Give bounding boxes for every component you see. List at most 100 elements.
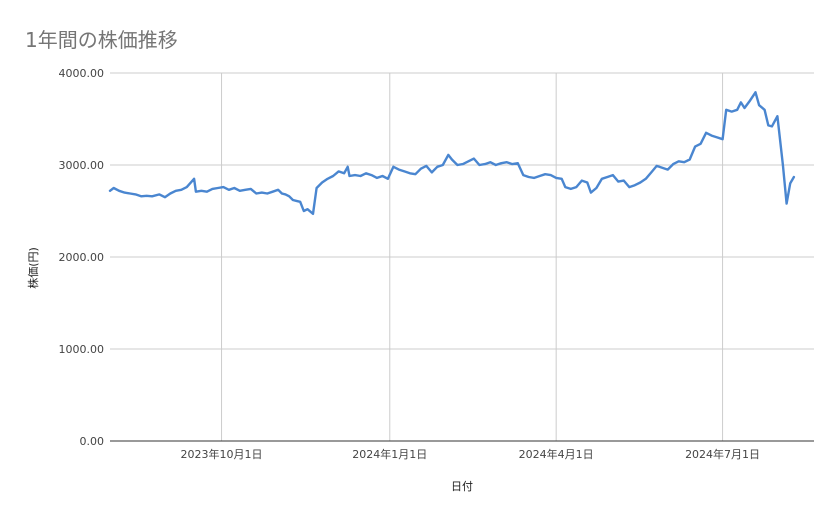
price-point [634,184,636,186]
price-point [495,164,497,166]
price-point [151,195,153,198]
price-point [348,175,351,177]
price-point [710,134,713,137]
price-point [517,162,519,164]
price-point [694,145,696,148]
price-point [312,213,314,215]
price-point [506,161,508,163]
price-points [109,91,795,215]
y-tick-label: 1000.00 [59,343,105,356]
price-point [473,157,475,160]
price-point [575,186,578,188]
price-point [758,104,760,106]
price-point [403,170,406,173]
price-point [489,161,492,163]
price-point [337,170,340,173]
price-point [250,188,252,190]
price-point [359,175,362,177]
price-point [560,178,563,180]
chart-title: 1年間の株価推移 [25,28,178,52]
price-point [321,181,323,184]
price-point [145,195,148,197]
price-point [365,172,367,175]
price-point [271,190,274,193]
price-point [277,189,280,191]
price-point [195,190,197,193]
price-point [447,154,450,156]
price-point [655,165,658,167]
price-point [725,109,727,111]
price-point [414,173,417,175]
price-point [134,193,137,196]
price-point [158,193,161,196]
price-point [740,101,742,104]
price-point [306,208,309,210]
price-point [228,189,230,191]
price-point [677,160,680,163]
price-point [527,176,530,178]
price-point [544,173,546,175]
price-point [581,179,583,182]
price-point [683,161,685,163]
price-point [767,124,770,127]
price-point [180,189,183,191]
price-point [721,138,724,140]
price-point [451,158,453,161]
price-point [299,201,302,203]
price-point [343,172,345,175]
price-point [255,192,258,195]
price-point [442,164,444,166]
x-tick-label: 2024年4月1日 [519,447,594,461]
price-point [688,158,691,161]
price-point [743,107,746,109]
price-point [261,191,263,194]
x-axis-label: 日付 [451,480,473,493]
price-point [217,187,219,189]
price-point [376,177,378,179]
price-point [595,187,598,189]
price-point [332,175,334,177]
price-point [112,187,115,189]
price-point [623,179,625,182]
price-point [639,181,642,184]
price-point [284,193,287,196]
price-point [522,174,525,176]
price-point [590,191,592,194]
price-point [785,202,788,205]
price-point [478,164,481,166]
gridlines [110,72,814,441]
price-point [303,210,305,212]
price-point [123,191,126,194]
price-point [672,163,674,165]
price-point [500,162,503,164]
price-point [763,109,766,111]
y-tick-label: 3000.00 [59,159,105,172]
price-point [749,99,751,102]
price-point [771,125,773,128]
price-point [645,178,647,180]
price-point [387,178,389,180]
price-point [186,186,188,188]
price-point [129,192,131,195]
x-tick-label: 2024年7月1日 [685,447,760,461]
price-point [436,166,439,168]
price-point [661,167,663,169]
price-point [586,181,589,184]
price-point [292,199,294,201]
price-point [281,192,283,195]
price-point [628,186,631,188]
price-point [549,174,552,176]
price-point [716,136,718,139]
price-point [398,168,400,171]
price-point [431,171,433,174]
price-point [118,190,120,192]
x-axis-ticks: 2023年10月1日 2024年1月1日 2024年4月1日 2024年7月1日 [181,447,761,461]
price-point [570,188,572,190]
y-tick-label: 4000.00 [59,67,105,80]
price-point [326,178,329,180]
price-point [211,188,214,190]
price-point [392,166,395,168]
price-point [617,180,620,183]
y-tick-label: 2000.00 [59,251,105,264]
price-point [346,166,349,168]
